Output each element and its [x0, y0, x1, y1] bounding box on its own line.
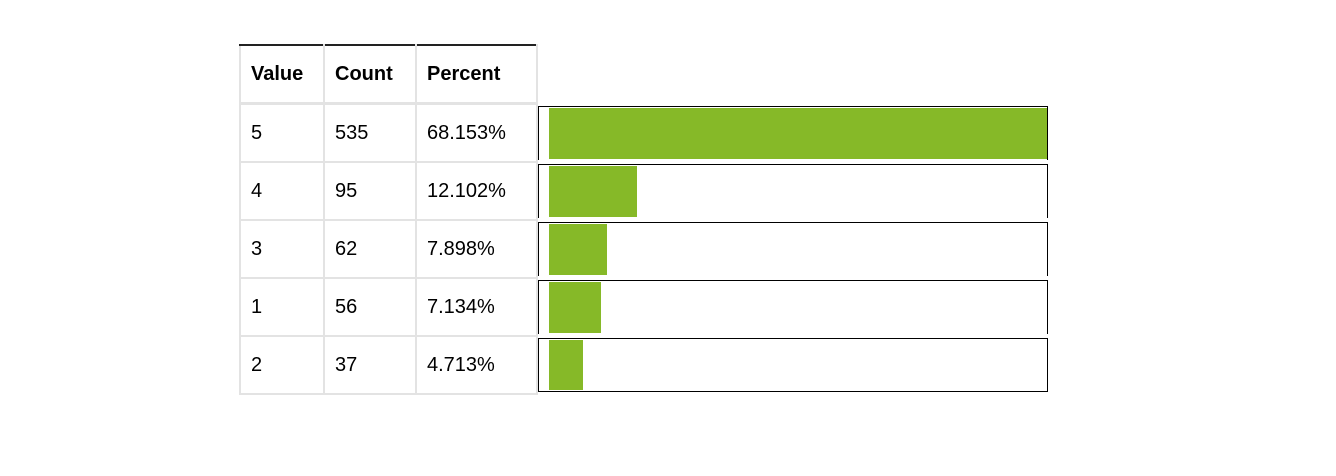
bar-mark [549, 166, 637, 217]
header-row: Value Count Percent [239, 44, 1059, 105]
value-cell: 5 [239, 102, 325, 163]
value-cell: 3 [239, 219, 325, 279]
percent-cell: 12.102% [415, 161, 538, 221]
percent-cell: 68.153% [415, 102, 538, 163]
percent-column-header: Percent [415, 44, 538, 105]
count-cell: 62 [323, 219, 417, 279]
count-cell: 37 [323, 335, 417, 395]
count-cell: 56 [323, 277, 417, 337]
table-row: 5 535 68.153% [239, 102, 1059, 163]
value-cell: 4 [239, 161, 325, 221]
bar-track [538, 222, 1048, 276]
bar-track [538, 105, 1048, 160]
percent-cell: 7.134% [415, 277, 538, 337]
bar-mark [549, 224, 607, 275]
bar-mark [549, 282, 601, 333]
bar-cell [537, 336, 1059, 394]
bar-cell [537, 104, 1059, 163]
count-cell: 535 [323, 102, 417, 163]
bar-track [538, 164, 1048, 218]
table-row: 3 62 7.898% [239, 219, 1059, 279]
bar-cell [537, 220, 1059, 278]
bar-column-header [537, 45, 1059, 104]
value-cell: 2 [239, 335, 325, 395]
table-row: 4 95 12.102% [239, 161, 1059, 221]
bar-mark [549, 107, 1047, 159]
percent-cell: 4.713% [415, 335, 538, 395]
bar-track [538, 280, 1048, 334]
count-column-header: Count [323, 44, 417, 105]
percent-cell: 7.898% [415, 219, 538, 279]
bar-mark [549, 340, 583, 390]
count-cell: 95 [323, 161, 417, 221]
bar-cell [537, 162, 1059, 220]
value-column-header: Value [239, 44, 325, 105]
table-body: 5 535 68.153% 4 95 12.102% 3 62 7.898% 1 56 7.134% 2… [239, 102, 1059, 395]
value-cell: 1 [239, 277, 325, 337]
bar-cell [537, 278, 1059, 336]
bar-track [538, 338, 1048, 392]
table-row: 2 37 4.713% [239, 335, 1059, 395]
table-row: 1 56 7.134% [239, 277, 1059, 337]
frequency-table: Value Count Percent 5 535 68.153% 4 95 12.102… [239, 44, 1060, 395]
